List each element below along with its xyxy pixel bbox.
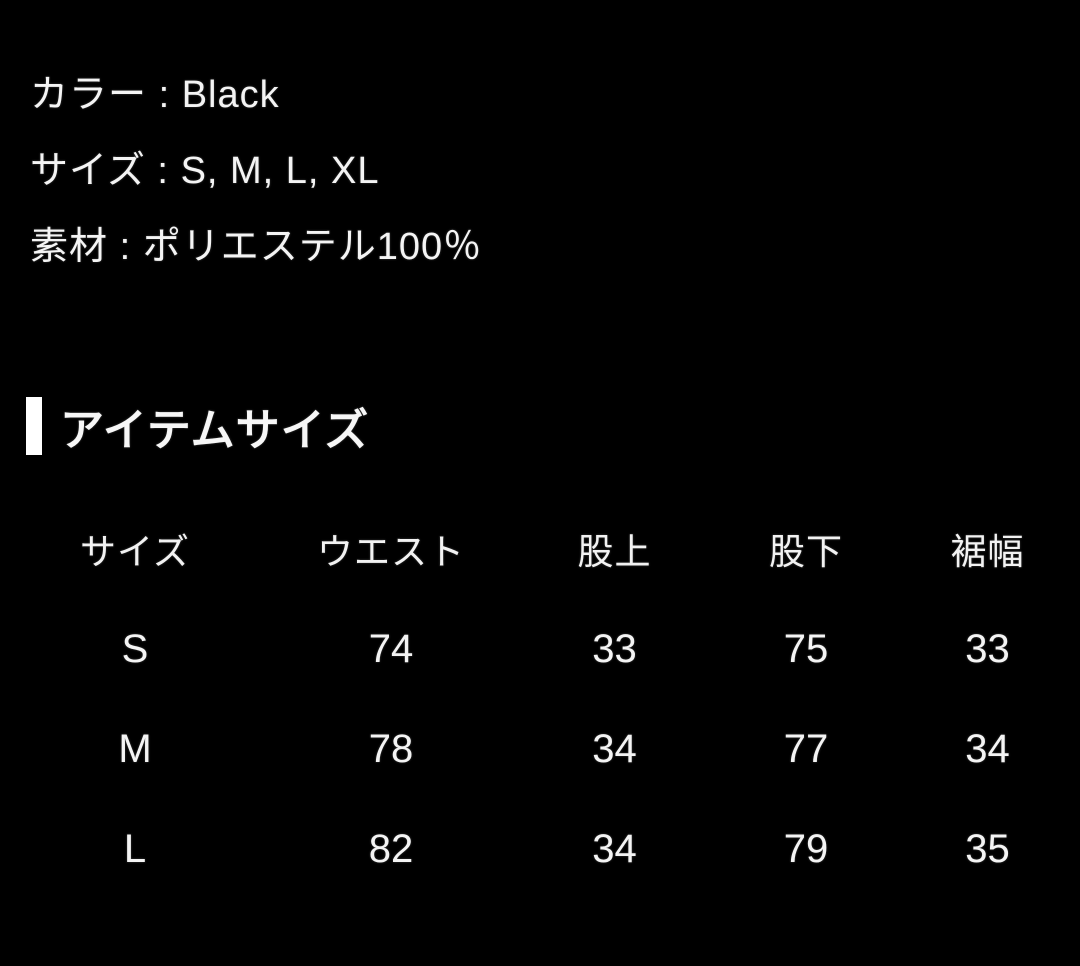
column-header-waist: ウエスト bbox=[316, 531, 465, 572]
column-header-inseam: 股下 bbox=[768, 531, 843, 572]
spec-material-label: 素材 bbox=[30, 226, 109, 268]
spec-color-value: Black bbox=[181, 74, 280, 116]
column-header-rise: 股上 bbox=[577, 531, 652, 572]
table-row-s-inseam: 75 bbox=[783, 626, 829, 671]
spec-color-label: カラー bbox=[30, 74, 148, 116]
item-size-section-header: アイテムサイズ bbox=[26, 397, 369, 455]
table-row-m-waist: 78 bbox=[368, 726, 414, 771]
spec-line-color: カラー : Black bbox=[30, 57, 482, 133]
spec-size-value: S, M, L, XL bbox=[180, 150, 380, 192]
spec-material-value: ポリエステル100％ bbox=[142, 226, 483, 268]
spec-line-material: 素材 : ポリエステル100％ bbox=[30, 209, 482, 285]
section-accent-bar bbox=[26, 397, 42, 455]
table-row-m-size: M bbox=[118, 726, 152, 771]
column-header-size: サイズ bbox=[80, 531, 190, 572]
table-row-s-hem: 33 bbox=[965, 626, 1010, 671]
column-header-hem: 裾幅 bbox=[950, 531, 1025, 572]
table-row-l-hem: 35 bbox=[965, 826, 1010, 871]
table-row-s-waist: 74 bbox=[368, 626, 414, 671]
table-row-l-waist: 82 bbox=[368, 826, 414, 871]
spec-separator: : bbox=[145, 150, 181, 192]
spec-separator: : bbox=[147, 74, 182, 116]
spec-block: カラー : Black サイズ : S, M, L, XL 素材 : ポリエステ… bbox=[30, 57, 482, 285]
table-row-s-size: S bbox=[121, 626, 149, 671]
section-title: アイテムサイズ bbox=[60, 406, 370, 455]
table-row-l-inseam: 79 bbox=[783, 826, 829, 871]
table-row-m-rise: 34 bbox=[592, 726, 637, 771]
size-table: サイズ ウエスト 股上 股下 裾幅 S 74 33 75 33 M 78 34 … bbox=[0, 499, 1080, 899]
table-row-m-hem: 34 bbox=[965, 726, 1010, 771]
spec-separator: : bbox=[108, 226, 143, 268]
table-row-l-rise: 34 bbox=[592, 826, 637, 871]
spec-line-size: サイズ : S, M, L, XL bbox=[30, 133, 482, 209]
table-row-l-size: L bbox=[123, 826, 147, 871]
table-row-s-rise: 33 bbox=[592, 626, 637, 671]
spec-size-label: サイズ bbox=[30, 150, 146, 192]
table-row-m-inseam: 77 bbox=[783, 726, 829, 771]
